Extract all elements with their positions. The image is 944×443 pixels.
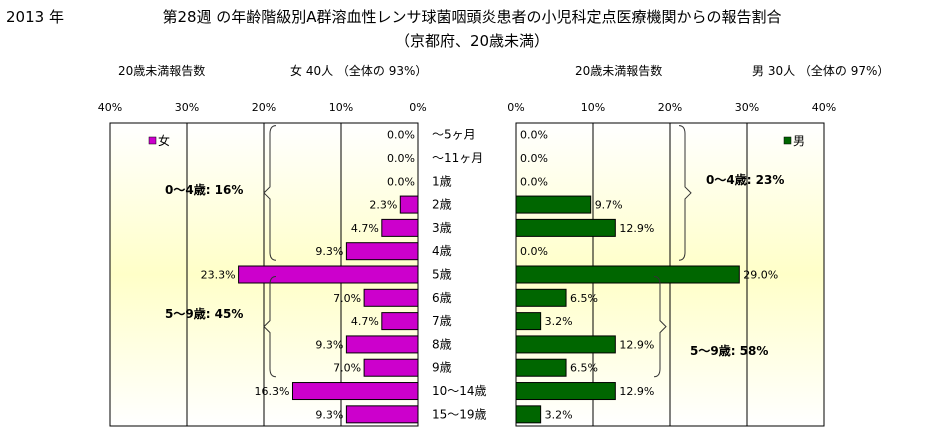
male-bar	[515, 288, 567, 307]
female-bar-label: 9.3%	[315, 245, 343, 258]
male-bar	[515, 382, 616, 401]
category-label: ～5ヶ月	[432, 128, 476, 142]
female-count-label: 20歳未満報告数	[118, 64, 206, 78]
category-label: 6歳	[432, 291, 452, 305]
female-bar-label: 4.7%	[351, 222, 379, 235]
male-bar	[515, 335, 616, 354]
male-count-label: 20歳未満報告数	[575, 64, 663, 78]
female-x-tick-label: 40%	[98, 101, 122, 114]
male-bar-label: 6.5%	[570, 292, 598, 305]
male-bar	[515, 265, 740, 284]
male-5-9-annotation: 5～9歳: 58%	[690, 343, 768, 358]
male-5-9-bracket	[653, 276, 667, 378]
male-x-tick-label: 30%	[735, 101, 759, 114]
chart-title: 第28週 の年齢階級別A群溶血性レンサ球菌咽頭炎患者の小児科定点医療機関からの報…	[162, 8, 782, 26]
female-bar-label: 7.0%	[333, 292, 361, 305]
category-label: 8歳	[432, 337, 452, 351]
female-bar-label: 4.7%	[351, 315, 379, 328]
category-label: 3歳	[432, 221, 452, 235]
male-bar-label: 12.9%	[619, 338, 654, 351]
male-legend-swatch	[783, 136, 792, 145]
male-bar-label: 9.7%	[595, 199, 623, 212]
male-x-tick-label: 20%	[658, 101, 682, 114]
female-5-9-annotation: 5～9歳: 45%	[165, 306, 243, 321]
male-bar	[515, 218, 616, 237]
chart-subtitle: （京都府、20歳未満）	[394, 32, 550, 50]
female-0-4-bracket	[263, 125, 277, 261]
category-label: 4歳	[432, 244, 452, 258]
female-bar	[381, 218, 419, 237]
male-bar-label: 0.0%	[520, 152, 548, 165]
male-bar-label: 0.0%	[520, 129, 548, 142]
male-summary: 男 30人 （全体の 97%）	[752, 64, 890, 78]
female-bar-label: 16.3%	[255, 385, 290, 398]
male-bar	[515, 312, 542, 331]
male-x-tick-label: 40%	[812, 101, 836, 114]
male-bar-label: 3.2%	[545, 408, 573, 421]
male-bar-label: 0.0%	[520, 245, 548, 258]
male-bar-label: 12.9%	[619, 385, 654, 398]
male-x-tick-label: 0%	[507, 101, 524, 114]
male-0-4-bracket	[678, 125, 692, 261]
category-label: 15～19歳	[432, 407, 487, 421]
male-bar-label: 3.2%	[545, 315, 573, 328]
female-bar-label: 2.3%	[369, 199, 397, 212]
male-bar	[515, 195, 592, 214]
male-0-4-annotation: 0～4歳: 23%	[706, 172, 784, 187]
category-label: 1歳	[432, 174, 452, 188]
female-bar-label: 0.0%	[387, 129, 415, 142]
female-bar	[238, 265, 419, 284]
male-bar	[515, 358, 567, 377]
category-label: 10～14歳	[432, 384, 487, 398]
category-label: 5歳	[432, 268, 452, 282]
male-bar-label: 29.0%	[743, 269, 778, 282]
female-bar	[399, 195, 419, 214]
category-label: 2歳	[432, 198, 452, 212]
female-0-4-annotation: 0～4歳: 16%	[165, 182, 243, 197]
female-x-tick-label: 30%	[175, 101, 199, 114]
year-label: 2013 年	[6, 8, 64, 26]
female-bar-label: 7.0%	[333, 362, 361, 375]
female-bar	[345, 405, 419, 424]
female-bar	[345, 242, 419, 261]
female-bar-label: 0.0%	[387, 152, 415, 165]
female-bar	[363, 358, 419, 377]
female-bar-label: 23.3%	[201, 269, 236, 282]
male-x-tick-label: 10%	[581, 101, 605, 114]
female-x-tick-label: 0%	[409, 101, 426, 114]
female-x-tick-label: 10%	[329, 101, 353, 114]
female-x-tick-label: 20%	[252, 101, 276, 114]
female-bar-label: 0.0%	[387, 175, 415, 188]
male-bar-label: 12.9%	[619, 222, 654, 235]
male-bar	[515, 405, 542, 424]
female-bar-label: 9.3%	[315, 408, 343, 421]
female-bar	[291, 382, 419, 401]
category-label: 9歳	[432, 361, 452, 375]
female-bar	[363, 288, 419, 307]
female-5-9-bracket	[263, 276, 277, 378]
category-label: 7歳	[432, 314, 452, 328]
male-legend-label: 男	[793, 134, 805, 148]
female-legend-label: 女	[158, 133, 170, 148]
female-legend-swatch	[148, 136, 157, 145]
category-label: ～11ヶ月	[432, 151, 483, 165]
female-bar	[345, 335, 419, 354]
male-bar-label: 0.0%	[520, 175, 548, 188]
female-summary: 女 40人 （全体の 93%）	[290, 64, 428, 78]
female-bar	[381, 312, 419, 331]
female-bar-label: 9.3%	[315, 338, 343, 351]
male-bar-label: 6.5%	[570, 362, 598, 375]
